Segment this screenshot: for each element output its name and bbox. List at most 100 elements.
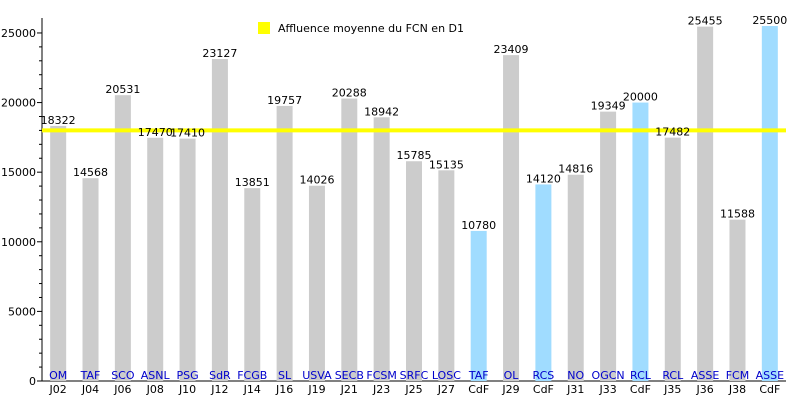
bar	[341, 98, 358, 382]
data-label: 18322	[41, 114, 76, 127]
team-label: OGCN	[592, 369, 625, 382]
team-label: RCS	[533, 369, 555, 382]
data-label: 19757	[267, 94, 302, 107]
team-label: LOSC	[432, 369, 461, 382]
round-label: CdF	[533, 383, 554, 396]
bar	[308, 185, 325, 381]
bar	[535, 184, 552, 381]
data-label: 14026	[299, 174, 334, 187]
bar	[761, 26, 778, 381]
data-label: 15785	[397, 149, 432, 162]
bar	[729, 219, 746, 381]
y-tick-label: 20000	[1, 97, 36, 110]
data-label: 10780	[461, 219, 496, 232]
bar	[406, 161, 422, 381]
data-label: 14568	[73, 166, 108, 179]
team-label: RCL	[662, 369, 684, 382]
team-label: ASSE	[756, 369, 784, 382]
team-label: RCL	[630, 369, 652, 382]
team-label: ASSE	[691, 369, 719, 382]
team-label: SECB	[335, 369, 364, 382]
round-label: J14	[243, 383, 261, 396]
round-label: J27	[437, 383, 455, 396]
team-label: FCSM	[366, 369, 396, 382]
labels: 18322OMJ0214568TAFJ0420531SCOJ0617470ASN…	[41, 14, 788, 396]
bar	[114, 95, 131, 382]
legend-label: Affluence moyenne du FCN en D1	[278, 22, 465, 35]
bar	[244, 188, 261, 381]
y-tick-label: 10000	[1, 236, 36, 249]
round-label: J29	[501, 383, 519, 396]
team-label: OM	[49, 369, 67, 382]
team-label: PSG	[176, 369, 198, 382]
round-label: J06	[113, 383, 131, 396]
round-label: J38	[728, 383, 746, 396]
round-label: J19	[307, 383, 325, 396]
data-label: 14120	[526, 172, 561, 185]
team-label: SL	[278, 369, 292, 382]
bar	[632, 102, 649, 381]
data-label: 19349	[591, 100, 626, 113]
round-label: J10	[178, 383, 196, 396]
bar	[211, 59, 228, 381]
round-label: J12	[210, 383, 228, 396]
bar	[503, 55, 520, 382]
round-label: J21	[340, 383, 358, 396]
round-label: J31	[566, 383, 584, 396]
bar	[179, 138, 196, 381]
data-label: 23127	[202, 47, 237, 60]
bar	[600, 111, 617, 382]
team-label: SdR	[209, 369, 231, 382]
team-label: USVA	[302, 369, 332, 382]
round-label: CdF	[630, 383, 651, 396]
bar	[697, 26, 714, 382]
data-label: 14816	[558, 163, 593, 176]
bar	[438, 170, 455, 381]
bar	[147, 137, 164, 381]
legend: Affluence moyenne du FCN en D1	[258, 22, 464, 35]
team-label: OL	[504, 369, 520, 382]
round-label: CdF	[759, 383, 780, 396]
data-label: 20531	[105, 83, 140, 96]
data-label: 11588	[720, 208, 755, 221]
team-label: NO	[567, 369, 584, 382]
bar	[82, 178, 99, 381]
team-label: TAF	[80, 369, 101, 382]
team-label: SRFC	[400, 369, 429, 382]
team-label: FCGB	[237, 369, 267, 382]
bars	[50, 26, 778, 382]
bar	[664, 137, 681, 381]
round-label: J25	[404, 383, 422, 396]
y-tick-label: 0	[29, 375, 36, 388]
round-label: CdF	[468, 383, 489, 396]
team-label: ASNL	[141, 369, 171, 382]
legend-swatch	[258, 22, 270, 34]
round-label: J35	[663, 383, 681, 396]
data-label: 13851	[235, 176, 270, 189]
round-label: J33	[598, 383, 616, 396]
data-label: 20000	[623, 91, 658, 104]
round-label: J23	[372, 383, 390, 396]
data-label: 17410	[170, 127, 205, 140]
bar	[276, 105, 293, 381]
team-label: TAF	[468, 369, 489, 382]
bar	[50, 125, 67, 381]
data-label: 17470	[138, 126, 173, 139]
y-tick-label: 15000	[1, 166, 36, 179]
bar	[373, 117, 390, 382]
bar	[567, 174, 584, 381]
round-label: J36	[696, 383, 714, 396]
data-label: 18942	[364, 105, 399, 118]
data-label: 15135	[429, 158, 464, 171]
data-label: 25455	[688, 15, 723, 28]
data-label: 20288	[332, 87, 367, 100]
data-label: 17482	[655, 126, 690, 139]
data-label: 23409	[494, 43, 529, 56]
data-label: 25500	[752, 14, 787, 27]
round-label: J04	[81, 383, 99, 396]
team-label: FCM	[726, 369, 750, 382]
team-label: SCO	[111, 369, 135, 382]
round-label: J16	[275, 383, 293, 396]
y-tick-label: 5000	[8, 305, 36, 318]
